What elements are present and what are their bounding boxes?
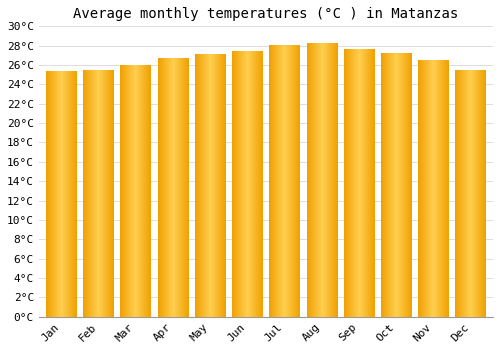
Title: Average monthly temperatures (°C ) in Matanzas: Average monthly temperatures (°C ) in Ma…: [74, 7, 458, 21]
